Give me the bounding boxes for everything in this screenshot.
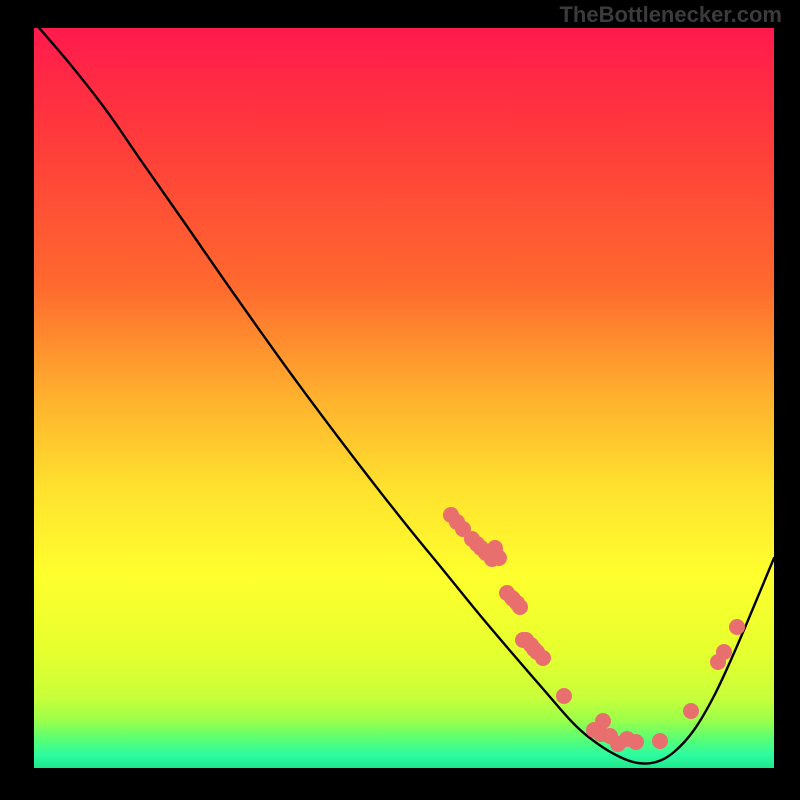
- data-marker: [557, 689, 572, 704]
- gradient-background: [34, 28, 774, 768]
- chart-frame: TheBottlenecker.com: [0, 0, 800, 800]
- plot-area: [34, 28, 774, 768]
- data-marker: [653, 734, 668, 749]
- data-marker: [730, 620, 745, 635]
- data-marker: [536, 651, 551, 666]
- data-marker: [629, 735, 644, 750]
- watermark-label: TheBottlenecker.com: [559, 2, 782, 28]
- data-marker: [513, 600, 528, 615]
- data-marker: [596, 714, 611, 729]
- data-marker: [717, 645, 732, 660]
- plot-svg: [34, 28, 774, 768]
- data-marker: [684, 704, 699, 719]
- data-marker: [489, 547, 504, 562]
